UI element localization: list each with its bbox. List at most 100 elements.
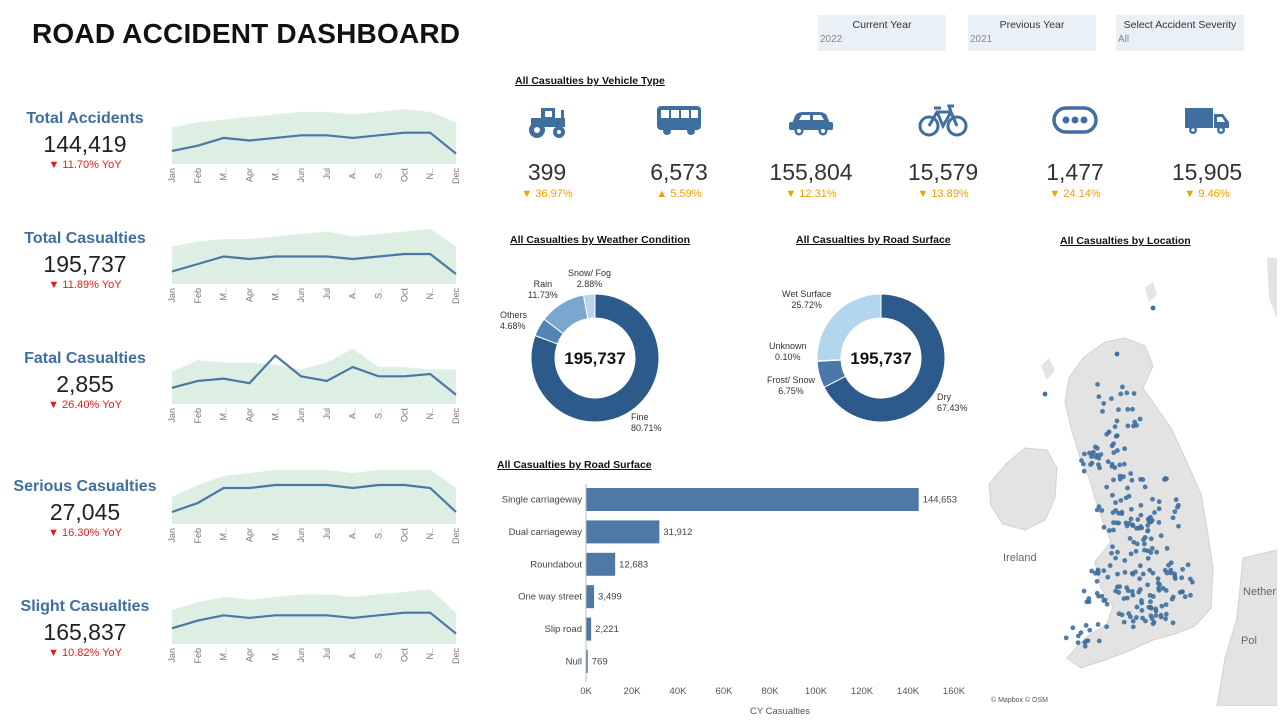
vehicle-change: ▲ 5.59% xyxy=(656,188,702,200)
map-point xyxy=(1140,477,1146,482)
map-point xyxy=(1130,618,1136,624)
map-point xyxy=(1095,622,1101,627)
map-point xyxy=(1099,507,1105,513)
slice-pct: 0.10% xyxy=(775,352,801,362)
bar xyxy=(586,552,616,576)
map-point xyxy=(1113,555,1119,561)
map-point xyxy=(1129,570,1135,576)
map-point xyxy=(1113,500,1118,506)
vehicle-truck[interactable]: 15,905 ▼ 9.46% xyxy=(1162,100,1252,200)
map-point xyxy=(1117,462,1123,468)
map-point xyxy=(1110,544,1115,550)
vehicle-change: ▼ 9.46% xyxy=(1184,188,1230,200)
previous-year-area xyxy=(172,470,456,524)
vehicle-other[interactable]: 1,477 ▼ 24.14% xyxy=(1030,100,1120,200)
month-tick-label: Jul xyxy=(322,288,332,300)
map-point xyxy=(1088,462,1093,467)
sparkline-total-accidents[interactable]: Jan Feb M.. Apr M.. Jun Jul A.. S.. Oct N.. Dec xyxy=(168,100,464,190)
vehicle-bicycle[interactable]: 15,579 ▼ 13.89% xyxy=(898,100,988,200)
map-point xyxy=(1114,418,1120,424)
sparkline-total-casualties[interactable]: Jan Feb M.. Apr M.. Jun Jul A.. S.. Oct N.. Dec xyxy=(168,220,464,310)
current-year-line xyxy=(171,354,457,396)
current-year-value[interactable]: 2022 xyxy=(820,34,843,45)
map-point xyxy=(1114,448,1120,453)
donut-slice xyxy=(816,293,882,362)
current-year-filter[interactable]: Current Year 2022 xyxy=(818,15,946,51)
truck-icon xyxy=(1185,108,1229,134)
map-point xyxy=(1136,589,1142,595)
sparkline-serious-casualties[interactable]: Jan Feb M.. Apr M.. Jun Jul A.. S.. Oct N.. Dec xyxy=(168,460,464,550)
severity-filter[interactable]: Select Accident Severity All xyxy=(1116,15,1244,51)
map-point xyxy=(1111,520,1116,526)
map-point xyxy=(1128,614,1133,620)
month-tick-label: A.. xyxy=(348,288,358,299)
map-point xyxy=(1101,598,1107,603)
x-tick-label: 20K xyxy=(624,686,642,697)
map-point xyxy=(1156,585,1161,591)
map-point xyxy=(1112,465,1118,470)
surface-donut-chart[interactable]: 195,737 xyxy=(811,288,951,428)
x-tick-label: 160K xyxy=(943,686,966,697)
map-point xyxy=(1094,590,1100,596)
month-tick-label: M.. xyxy=(270,408,280,421)
map-point xyxy=(1176,523,1181,529)
x-tick-label: 60K xyxy=(716,686,734,697)
road-surface-bar-chart[interactable]: Single carriageway 144,653 Dual carriagewa… xyxy=(488,478,988,718)
severity-value[interactable]: All xyxy=(1118,34,1130,45)
casualties-map[interactable]: Ireland Nether Pol © Mapbox © OSM xyxy=(985,258,1277,706)
map-point xyxy=(1137,416,1143,422)
map-point xyxy=(1135,517,1141,522)
map-point xyxy=(1108,396,1114,402)
previous-year-filter[interactable]: Previous Year 2021 xyxy=(968,15,1096,51)
bar-category-label: Null xyxy=(566,657,582,668)
map-point xyxy=(1153,606,1159,612)
sparkline-slight-casualties[interactable]: Jan Feb M.. Apr M.. Jun Jul A.. S.. Oct N.. Dec xyxy=(168,580,464,670)
map-point xyxy=(1094,507,1100,513)
map-point xyxy=(1117,473,1123,479)
map-point xyxy=(1126,493,1132,499)
kpi-label: Serious Casualties xyxy=(13,478,157,495)
map-point xyxy=(1104,484,1110,490)
kpi-label: Slight Casualties xyxy=(20,598,150,615)
kpi-fatal-casualties: Fatal Casualties 2,855 ▼ 26.40% YoY xyxy=(0,350,170,411)
kpi-slight-casualties: Slight Casualties 165,837 ▼ 10.82% YoY xyxy=(0,598,170,659)
sparkline-fatal-casualties[interactable]: Jan Feb M.. Apr M.. Jun Jul A.. S.. Oct N.. Dec xyxy=(168,340,464,430)
map-point xyxy=(1063,635,1069,641)
month-tick-label: N.. xyxy=(425,528,435,540)
month-tick-label: Oct xyxy=(399,528,409,543)
vehicle-bus[interactable]: 6,573 ▲ 5.59% xyxy=(634,100,724,200)
slice-name: Frost/ Snow xyxy=(767,375,816,385)
map-point xyxy=(1128,471,1134,476)
vehicle-tractor[interactable]: 399 ▼ 36.97% xyxy=(502,100,592,200)
x-tick-label: 80K xyxy=(762,686,780,697)
map-point xyxy=(1163,588,1169,593)
previous-year-value[interactable]: 2021 xyxy=(970,34,993,45)
map-point xyxy=(1147,567,1153,573)
map-point xyxy=(1094,578,1100,584)
map-point xyxy=(1109,550,1114,556)
vehicle-car[interactable]: 155,804 ▼ 12.31% xyxy=(766,100,856,200)
weather-donut-chart[interactable]: 195,737 xyxy=(525,288,665,428)
map-point xyxy=(1116,520,1122,526)
map-point xyxy=(1107,563,1113,568)
page-title: ROAD ACCIDENT DASHBOARD xyxy=(32,18,461,49)
month-tick-label: Jun xyxy=(296,408,306,423)
month-tick-label: Jul xyxy=(322,408,332,420)
current-year-line xyxy=(171,131,457,155)
map-point xyxy=(1164,476,1169,482)
map-point xyxy=(1145,555,1151,561)
map-point xyxy=(1078,630,1084,636)
map-point xyxy=(1168,570,1174,576)
map-point xyxy=(1134,604,1140,610)
map-point xyxy=(1101,568,1107,574)
map-point xyxy=(1128,551,1134,557)
bar-category-label: One way street xyxy=(518,592,582,603)
month-tick-label: M.. xyxy=(219,528,229,541)
month-tick-label: M.. xyxy=(270,648,280,661)
other-vehicle-icon xyxy=(1052,106,1098,134)
map-point xyxy=(1145,523,1151,528)
previous-year-area xyxy=(172,589,456,644)
month-tick-label: Feb xyxy=(193,648,203,664)
bar-value-label: 12,683 xyxy=(619,559,648,570)
vehicle-value: 155,804 xyxy=(769,159,853,185)
